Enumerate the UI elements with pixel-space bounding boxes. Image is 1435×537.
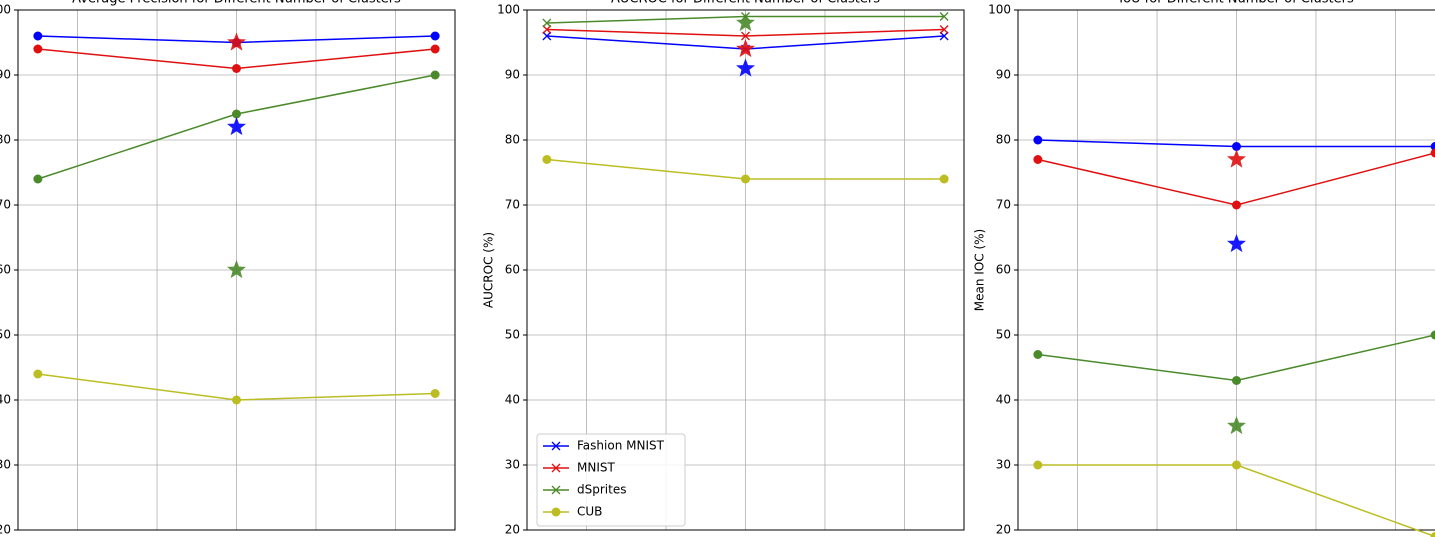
y-tick-label: 30 [505, 458, 520, 472]
y-tick-label: 30 [996, 458, 1011, 472]
y-tick-label: 80 [505, 133, 520, 147]
marker [542, 18, 552, 28]
y-tick-label: 60 [996, 263, 1011, 277]
marker [1033, 460, 1043, 470]
marker [551, 507, 561, 517]
star-marker [1227, 416, 1246, 435]
y-axis-label: Mean IOC (%) [973, 229, 987, 311]
marker [551, 463, 561, 473]
star-marker [227, 32, 246, 51]
marker [1232, 460, 1241, 470]
y-tick-label: 70 [996, 198, 1011, 212]
data [33, 31, 440, 405]
marker [430, 44, 440, 54]
marker [1430, 330, 1435, 340]
marker [430, 31, 440, 41]
plot-frame [17, 9, 456, 531]
y-tick-label: 60 [505, 263, 520, 277]
legend-frame [536, 433, 686, 527]
star-marker [227, 117, 246, 136]
y-tick-label: 70 [0, 198, 11, 212]
panel: 20 30 40 50 60 70 80 90 100 AUCROC for Different … [482, 0, 965, 537]
y-tick-label: 100 [0, 3, 11, 17]
marker [1033, 135, 1043, 145]
plot-frame [1017, 9, 1435, 531]
legend-label: Fashion MNIST [577, 439, 665, 453]
marker [33, 31, 43, 41]
data [1033, 135, 1435, 537]
y-tick-label: 90 [505, 68, 520, 82]
marker [1033, 350, 1043, 359]
marker [232, 109, 241, 119]
legend-label: dSprites [577, 483, 626, 497]
marker [1232, 142, 1241, 151]
marker [1232, 200, 1241, 210]
y-tick-label: 70 [505, 198, 520, 212]
marker [939, 31, 949, 41]
marker [430, 70, 440, 80]
marker [430, 389, 440, 398]
marker [1430, 148, 1435, 158]
marker [1033, 155, 1043, 164]
marker [939, 12, 949, 21]
marker [551, 485, 561, 495]
marker [939, 25, 949, 34]
star-marker [736, 58, 755, 77]
marker [33, 174, 43, 184]
star-marker [736, 13, 755, 32]
y-tick-label: 40 [505, 393, 520, 407]
y-tick-label: 40 [0, 393, 11, 407]
marker [741, 31, 750, 41]
y-tick-label: 90 [0, 68, 11, 82]
chart-title: AUCROC for Different Number of Clusters [611, 0, 880, 7]
star-marker [1227, 149, 1246, 168]
legend-label: CUB [577, 505, 602, 519]
marker [33, 369, 43, 379]
y-tick-label: 60 [0, 263, 11, 277]
y-tick-label: 30 [0, 458, 11, 472]
plot-frame [526, 9, 965, 531]
marker [232, 395, 241, 405]
y-tick-label: 50 [0, 328, 11, 342]
star-marker [1227, 234, 1246, 253]
marker [232, 64, 241, 73]
y-tick-label: 50 [996, 328, 1011, 342]
star-marker [227, 260, 246, 279]
chart-title: IoU for Different Number of Clusters [1119, 0, 1354, 7]
y-tick-label: 50 [505, 328, 520, 342]
y-tick-label: 100 [988, 3, 1011, 17]
y-tick-label: 20 [996, 523, 1011, 537]
marker [33, 44, 43, 54]
y-tick-label: 40 [996, 393, 1011, 407]
data [542, 12, 949, 184]
y-tick-label: 100 [497, 3, 520, 17]
y-tick-label: 80 [0, 133, 11, 147]
y-tick-label: 20 [505, 523, 520, 537]
y-axis-label: AUCROC (%) [482, 232, 496, 308]
marker [1430, 532, 1435, 537]
y-tick-label: 90 [996, 68, 1011, 82]
y-tick-label: 20 [0, 523, 11, 537]
marker [542, 31, 552, 41]
y-tick-label: 80 [996, 133, 1011, 147]
marker [939, 174, 949, 184]
chart-title: Average Precision for Different Number o… [72, 0, 401, 7]
star-marker [736, 39, 755, 58]
marker [741, 174, 750, 184]
legend-label: MNIST [577, 461, 615, 475]
marker [542, 25, 552, 34]
marker [551, 441, 561, 451]
panel: 20 30 40 50 60 70 80 90 100 Average Precision for… [0, 0, 456, 537]
panel: 20 30 40 50 60 70 80 90 100 IoU for Different Num… [973, 0, 1435, 537]
marker [542, 155, 552, 164]
marker [1232, 376, 1241, 385]
